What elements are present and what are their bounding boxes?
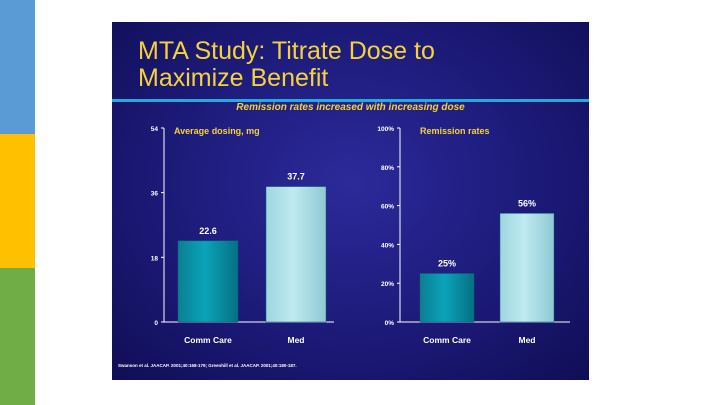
bar-value-label: 22.6 bbox=[199, 226, 217, 236]
presentation-slide: MTA Study: Titrate Dose to Maximize Bene… bbox=[112, 22, 589, 380]
y-tick-label: 60% bbox=[381, 204, 394, 211]
y-tick-label: 18 bbox=[151, 255, 159, 262]
slide-subtitle: Remission rates increased with increasin… bbox=[236, 102, 465, 113]
bar-med bbox=[499, 213, 555, 323]
x-category-label: Med bbox=[519, 335, 536, 345]
x-category-label: Comm Care bbox=[423, 335, 471, 345]
bar-value-label: 56% bbox=[518, 198, 536, 208]
y-tick-label: 36 bbox=[151, 191, 159, 198]
y-tick-label: 80% bbox=[381, 165, 394, 172]
y-tick-label: 20% bbox=[381, 281, 394, 288]
y-tick-label: 100% bbox=[377, 126, 394, 133]
title-divider bbox=[112, 99, 589, 102]
bar-value-label: 25% bbox=[438, 259, 456, 269]
bar-comm-care bbox=[419, 273, 475, 323]
bar-value-label: 37.7 bbox=[287, 172, 305, 182]
x-category-label: Med bbox=[288, 335, 305, 345]
y-tick-label: 40% bbox=[381, 242, 394, 249]
chart-title: Average dosing, mg bbox=[174, 126, 260, 136]
remission-chart: Remission rates 0% 20% 40% 60% 80% 100% 25% Comm… bbox=[362, 120, 572, 360]
dosing-chart-svg: Average dosing, mg 0 18 36 54 22.6 Comm Care 37… bbox=[151, 126, 334, 345]
slide-title-line-1: MTA Study: Titrate Dose to bbox=[138, 37, 435, 65]
bar-comm-care bbox=[177, 240, 239, 323]
citation-footnote: Swanson et al. JAACAP. 2001;40:168-179; … bbox=[118, 363, 297, 368]
x-category-label: Comm Care bbox=[184, 335, 232, 345]
yellow-accent-stripe bbox=[0, 134, 35, 268]
remission-chart-svg: Remission rates 0% 20% 40% 60% 80% 100% 25% Comm… bbox=[377, 126, 570, 345]
bar-med bbox=[265, 186, 327, 323]
dosing-chart: Average dosing, mg 0 18 36 54 22.6 Comm Care 37… bbox=[134, 120, 334, 360]
blue-accent-stripe bbox=[0, 0, 35, 134]
slide-title-line-2: Maximize Benefit bbox=[138, 64, 329, 92]
y-tick-label: 0% bbox=[385, 320, 395, 327]
chart-title: Remission rates bbox=[420, 126, 490, 136]
y-tick-label: 0 bbox=[154, 320, 158, 327]
y-tick-label: 54 bbox=[151, 126, 159, 133]
green-accent-stripe bbox=[0, 268, 35, 405]
slide-title: MTA Study: Titrate Dose to Maximize Bene… bbox=[138, 38, 578, 92]
